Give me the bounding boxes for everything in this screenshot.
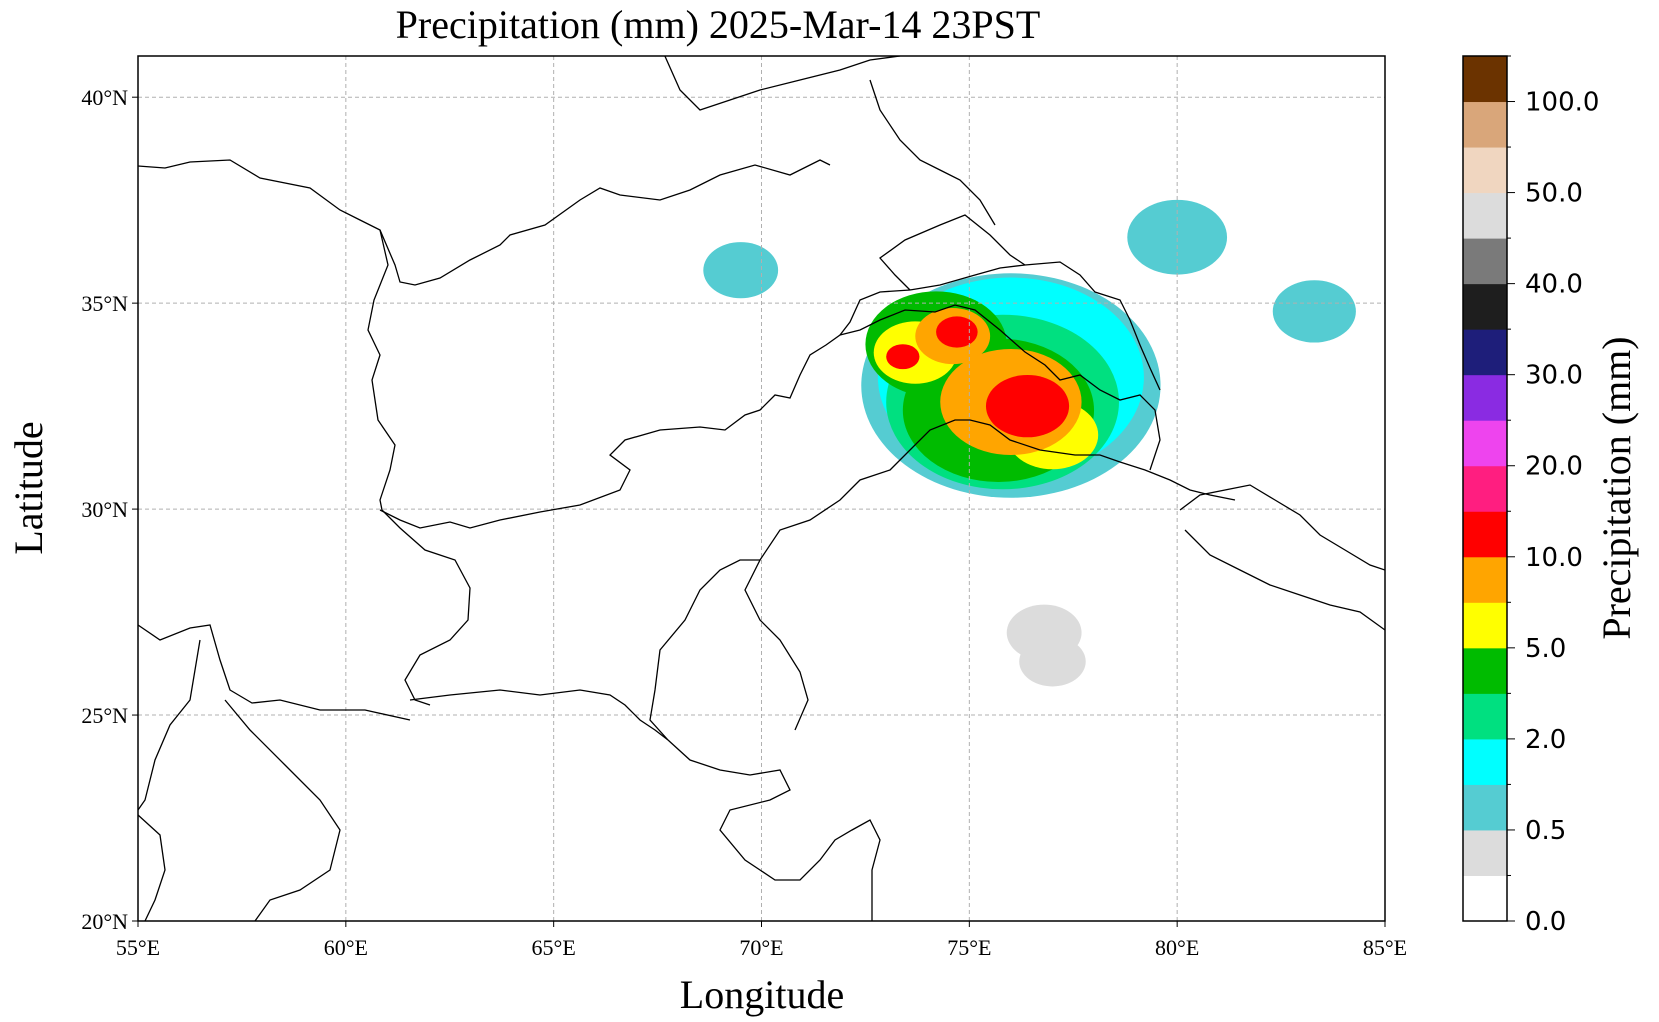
colorbar-tick-label: 0.0 [1525, 907, 1566, 937]
precip-cell [936, 316, 978, 348]
colorbar-ticks: 0.0 0.5 2.0 5.0 10.0 20.0 30.0 40.0 50.0 100.0 [1507, 55, 1599, 937]
colorbar-swatch [1463, 829, 1507, 876]
figure-title: Precipitation (mm) 2025-Mar-14 23PST [396, 2, 1041, 47]
colorbar-tick-label: 20.0 [1525, 452, 1583, 482]
x-tick-label: 75°E [947, 935, 991, 960]
precip-cell [1127, 199, 1228, 275]
precip-cell [1006, 604, 1082, 661]
colorbar-swatch [1463, 738, 1507, 785]
country-borders [138, 56, 1385, 921]
colorbar-swatch [1463, 784, 1507, 831]
precip-cell [703, 242, 779, 299]
colorbar-swatches [1463, 56, 1507, 922]
map-area [138, 56, 1385, 921]
y-tick-label: 25°N [81, 703, 128, 728]
x-axis-ticks: 55°E 60°E 65°E 70°E 75°E 80°E 85°E [116, 921, 1407, 960]
colorbar-swatch [1463, 465, 1507, 512]
colorbar-swatch [1463, 238, 1507, 285]
x-tick-label: 80°E [1155, 935, 1199, 960]
x-axis-label: Longitude [680, 972, 844, 1017]
y-axis-label: Latitude [6, 421, 51, 554]
y-tick-label: 35°N [81, 291, 128, 316]
colorbar-tick-label: 30.0 [1525, 361, 1583, 391]
colorbar-frame [1462, 55, 1508, 922]
colorbar-tick-label: 2.0 [1525, 725, 1566, 755]
colorbar-swatch [1463, 56, 1507, 103]
colorbar-tick-label: 10.0 [1525, 543, 1583, 573]
colorbar-tick-label: 0.5 [1525, 816, 1566, 846]
colorbar-label: Precipitation (mm) [1594, 336, 1639, 639]
colorbar: 0.0 0.5 2.0 5.0 10.0 20.0 30.0 40.0 50.0 100.0 Pr… [1462, 55, 1639, 937]
x-tick-label: 55°E [116, 935, 160, 960]
colorbar-swatch [1463, 875, 1507, 922]
colorbar-swatch [1463, 147, 1507, 194]
colorbar-swatch [1463, 693, 1507, 740]
colorbar-swatch [1463, 283, 1507, 330]
colorbar-tick-label: 5.0 [1525, 634, 1566, 664]
colorbar-swatch [1463, 192, 1507, 239]
colorbar-tick-label: 40.0 [1525, 270, 1583, 300]
precipitation-layer [703, 199, 1356, 687]
y-tick-label: 30°N [81, 497, 128, 522]
colorbar-swatch [1463, 420, 1507, 467]
colorbar-tick-label: 50.0 [1525, 179, 1583, 209]
colorbar-swatch [1463, 602, 1507, 649]
y-tick-label: 40°N [81, 85, 128, 110]
precip-cell [1272, 280, 1356, 343]
x-tick-label: 65°E [532, 935, 576, 960]
colorbar-swatch [1463, 101, 1507, 148]
colorbar-swatch [1463, 556, 1507, 603]
precip-cell [886, 344, 920, 370]
gridlines [138, 56, 1385, 921]
x-tick-label: 70°E [739, 935, 783, 960]
x-tick-label: 60°E [324, 935, 368, 960]
y-axis-ticks: 20°N 25°N 30°N 35°N 40°N [81, 85, 138, 934]
colorbar-swatch [1463, 329, 1507, 376]
colorbar-swatch [1463, 647, 1507, 694]
x-tick-label: 85°E [1363, 935, 1407, 960]
colorbar-tick-label: 100.0 [1525, 88, 1599, 118]
precip-cell [985, 374, 1070, 438]
colorbar-swatch [1463, 374, 1507, 421]
colorbar-swatch [1463, 511, 1507, 558]
y-tick-label: 20°N [81, 909, 128, 934]
